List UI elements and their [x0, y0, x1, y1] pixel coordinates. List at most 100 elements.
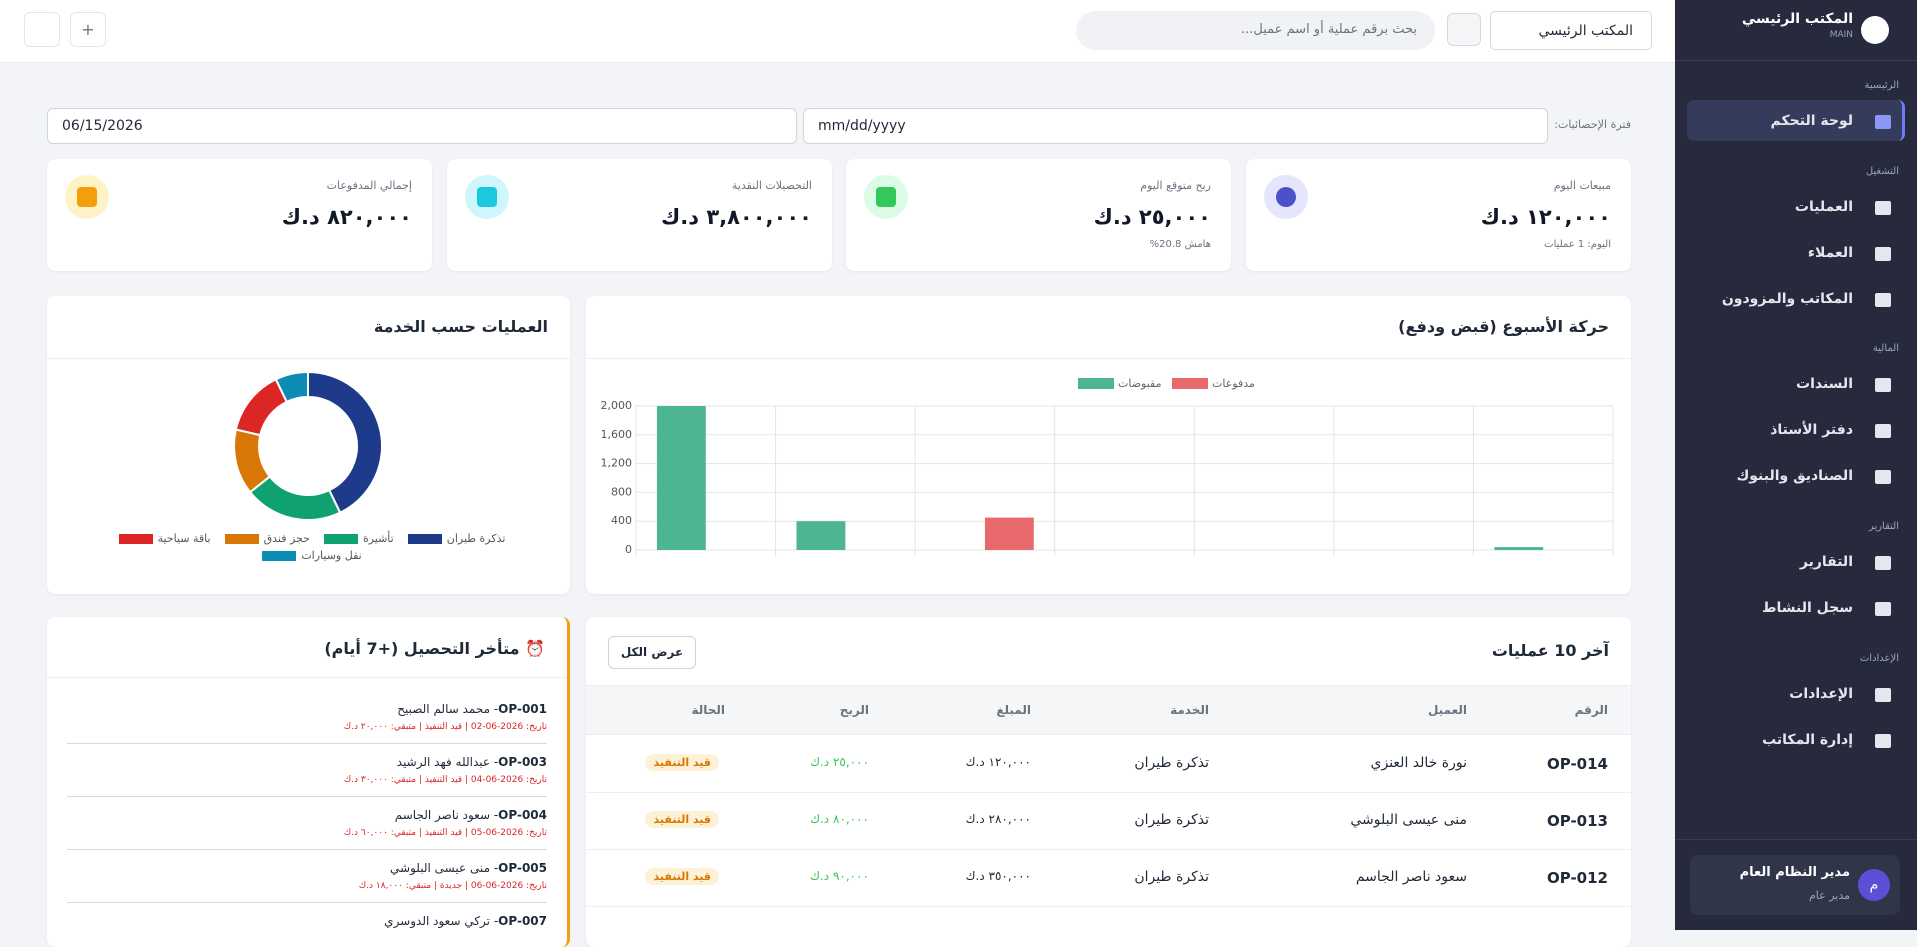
legend-item: تذكرة طيران: [407, 532, 506, 545]
user-role: مدير عام: [1808, 889, 1850, 902]
latest-card: آخر 10 عمليات عرض الكل الرقم العميل الخدمة…: [586, 617, 1631, 947]
stat-value: ٨٢٠,٠٠٠ د.ك: [281, 205, 412, 229]
table-cell: ٩٠,٠٠٠ د.ك: [810, 869, 869, 883]
legend-label: مقبوضات: [1118, 377, 1162, 390]
divider: [67, 743, 547, 744]
add-button[interactable]: +: [70, 12, 106, 47]
legend-item: حجز فندق: [224, 532, 310, 545]
y-tick-label: 1,200: [601, 457, 633, 470]
overdue-name: - عبدالله فهد الرشيد: [396, 755, 499, 769]
row-divider: [586, 906, 1631, 907]
table-cell: تذكرة طيران: [1134, 755, 1209, 771]
table-cell: OP-014: [1546, 755, 1608, 773]
nav-item[interactable]: التقارير: [1799, 554, 1853, 570]
nav-item[interactable]: الإعدادات: [1789, 686, 1853, 702]
nav-item[interactable]: العملاء: [1807, 245, 1853, 261]
table-cell: تذكرة طيران: [1134, 812, 1209, 828]
stat-card: إجمالي المدفوعات ٨٢٠,٠٠٠ د.ك: [47, 159, 432, 271]
view-all-button[interactable]: عرض الكل: [608, 636, 696, 669]
nav-item[interactable]: المكاتب والمزودون: [1721, 291, 1853, 307]
bar: [796, 521, 846, 550]
stat-icon: [1264, 175, 1308, 219]
column-header: الربح: [839, 703, 869, 717]
nav-item[interactable]: إدارة المكاتب: [1762, 732, 1853, 748]
nav-item[interactable]: الصناديق والبنوك: [1736, 468, 1853, 484]
column-header: الحالة: [691, 703, 725, 717]
sidebar: المكتب الرئيسي MAIN الرئيسية لوحة التحكم ا…: [1675, 0, 1917, 930]
column-header: المبلغ: [996, 703, 1031, 717]
logout-button[interactable]: [24, 12, 60, 47]
section-title: التشغيل: [1865, 166, 1899, 177]
divider: [67, 902, 547, 903]
nav-item[interactable]: العمليات: [1794, 199, 1853, 215]
table-cell: ٨٠,٠٠٠ د.ك: [810, 812, 869, 826]
stat-value: ٣,٨٠٠,٠٠٠ د.ك: [661, 205, 812, 229]
nav-icon: [1875, 470, 1891, 484]
overdue-title: OP-003- عبدالله فهد الرشيد: [397, 755, 547, 769]
table-cell: ٢٨٠,٠٠٠ د.ك: [965, 812, 1031, 826]
donut-chart: [233, 370, 383, 521]
table-cell: ١٢٠,٠٠٠ د.ك: [965, 755, 1031, 769]
table-header: [586, 685, 1631, 735]
stat-label: التحصيلات النقدية: [731, 179, 812, 192]
stat-label: إجمالي المدفوعات: [326, 179, 412, 192]
legend-item: تأشيرة: [323, 532, 394, 545]
nav-icon: [1875, 115, 1891, 129]
date-to[interactable]: 06/15/2026: [47, 108, 797, 144]
brand: المكتب الرئيسي: [1741, 11, 1853, 27]
column-header: الرقم: [1574, 703, 1608, 717]
legend-swatch: [323, 533, 358, 544]
nav-item[interactable]: دفتر الأستاذ: [1770, 422, 1853, 438]
donut-slice: [307, 370, 383, 515]
legend-item: نقل وسيارات: [262, 549, 362, 562]
card-title: آخر 10 عمليات: [1491, 641, 1609, 660]
y-tick-label: 1,600: [601, 428, 633, 441]
legend-swatch: [1172, 378, 1208, 389]
card-title: العمليات حسب الخدمة: [373, 317, 548, 336]
divider: [67, 849, 547, 850]
bar: [1494, 547, 1544, 550]
overdue-id: OP-003: [498, 755, 547, 769]
stat-icon: [65, 175, 109, 219]
date-from[interactable]: mm/dd/yyyy: [803, 108, 1548, 144]
office-select[interactable]: المكتب الرئيسي: [1490, 11, 1652, 50]
overdue-name: - محمد سالم الصبيح: [397, 702, 499, 716]
legend-swatch: [118, 533, 153, 544]
legend-label: مدفوعات: [1212, 377, 1255, 390]
overdue-title: OP-001- محمد سالم الصبيح: [397, 702, 547, 716]
stat-icon: [864, 175, 908, 219]
nav-item[interactable]: لوحة التحكم: [1770, 113, 1853, 129]
nav-icon: [1875, 602, 1891, 616]
table-cell: تذكرة طيران: [1134, 869, 1209, 885]
nav-item[interactable]: سجل النشاط: [1761, 600, 1853, 616]
status-badge: قيد التنفيذ: [645, 868, 719, 885]
overdue-details: تاريخ: 2026-06-02 | قيد التنفيذ | متبقي:…: [343, 722, 547, 732]
nav-icon: [1875, 734, 1891, 748]
office-button[interactable]: [1447, 13, 1481, 46]
stat-value: ١٢٠,٠٠٠ د.ك: [1480, 205, 1611, 229]
overdue-title: OP-007- تركي سعود الدوسري: [384, 914, 547, 928]
stat-card: التحصيلات النقدية ٣,٨٠٠,٠٠٠ د.ك: [447, 159, 832, 271]
y-tick-label: 400: [611, 514, 632, 527]
nav-icon: [1875, 424, 1891, 438]
status-badge: قيد التنفيذ: [645, 754, 719, 771]
nav-icon: [1875, 293, 1891, 307]
section-title: المالية: [1872, 343, 1899, 354]
user-box[interactable]: م مدير النظام العام مدير عام: [1690, 855, 1900, 915]
bar-chart: 0 400 800 1,200 1,600 2,000 مقبوضات مدفوعات: [601, 377, 1614, 556]
overdue-name: - تركي سعود الدوسري: [384, 914, 499, 928]
nav-icon: [1875, 201, 1891, 215]
nav-icon: [1875, 688, 1891, 702]
overdue-name: - سعود ناصر الجاسم: [394, 808, 499, 822]
overdue-id: OP-005: [498, 861, 547, 875]
filter-label: فترة الإحصائيات:: [1554, 118, 1631, 131]
table-cell: نورة خالد العنزي: [1370, 755, 1467, 771]
legend-label: تذكرة طيران: [446, 532, 506, 545]
search-input[interactable]: بحث برقم عملية أو اسم عميل...: [1076, 11, 1435, 50]
nav-item[interactable]: السندات: [1796, 376, 1853, 392]
stat-note: هامش 20.8%: [1149, 239, 1211, 250]
donut-slice: [248, 475, 342, 521]
divider: [586, 358, 1631, 359]
row-divider: [586, 849, 1631, 850]
divider: [47, 677, 567, 678]
